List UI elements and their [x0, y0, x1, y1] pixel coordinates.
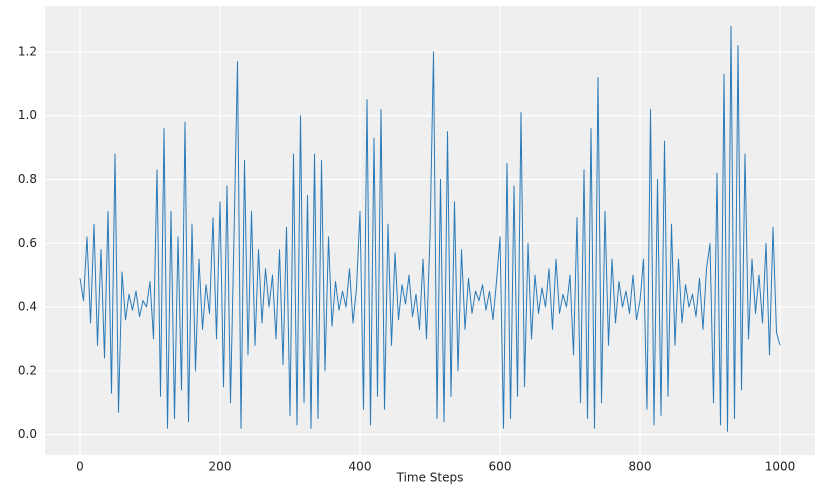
- x-tick-label: 1000: [765, 460, 796, 474]
- x-tick-label: 0: [76, 460, 84, 474]
- x-tick-label: 200: [209, 460, 232, 474]
- y-tick-label: 0.8: [18, 172, 37, 186]
- x-tick-label: 800: [629, 460, 652, 474]
- y-tick-label: 1.0: [18, 108, 37, 122]
- y-tick-label: 0.0: [18, 427, 37, 441]
- x-axis-label: Time Steps: [396, 471, 464, 485]
- line-series: [79, 25, 781, 432]
- y-tick-label: 0.4: [18, 300, 37, 314]
- x-tick-label: 400: [349, 460, 372, 474]
- x-tick-label: 600: [489, 460, 512, 474]
- y-tick-label: 0.6: [18, 236, 37, 250]
- y-tick-label: 1.2: [18, 44, 37, 58]
- y-tick-label: 0.2: [18, 363, 37, 377]
